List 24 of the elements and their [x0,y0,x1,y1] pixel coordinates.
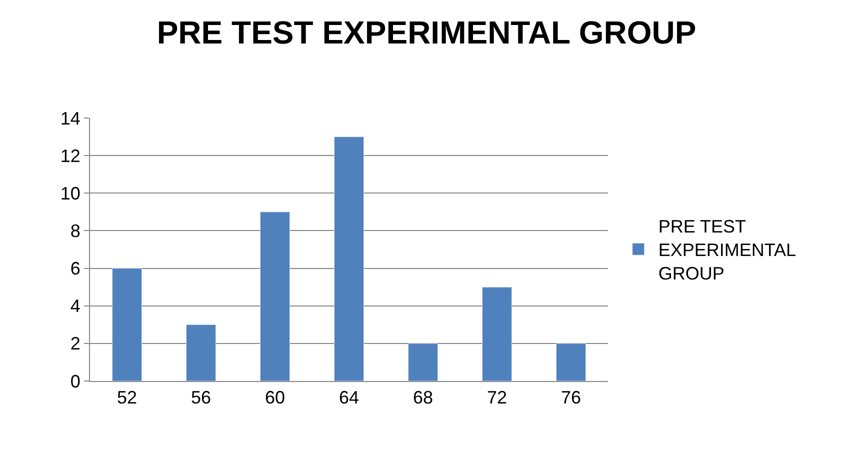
bar [186,324,216,381]
bar [556,343,586,381]
bar [408,343,438,381]
x-tick-label: 68 [412,388,434,408]
y-tick-label: 4 [70,296,80,316]
x-tick-label: 52 [116,388,138,408]
bar [260,212,290,381]
legend-label: PRE TEST EXPERIMENTAL GROUP [658,216,796,284]
bar [334,136,364,381]
y-tick-label: 6 [70,258,80,279]
y-tick-label: 10 [60,183,80,204]
bar [112,268,142,381]
bar [482,286,512,381]
y-tick-label: 12 [60,146,80,166]
y-tick-label: 8 [70,221,80,242]
y-tick-label: 2 [70,334,80,354]
x-tick-label: 60 [264,388,286,408]
x-tick-label: 56 [190,388,212,408]
x-tick-label: 76 [560,388,582,408]
y-tick-label: 14 [60,108,80,128]
y-tick-label: 0 [70,371,80,392]
x-tick-label: 72 [486,388,508,408]
chart-title: PRE TEST EXPERIMENTAL GROUP [156,14,696,51]
x-tick-label: 64 [338,388,360,408]
